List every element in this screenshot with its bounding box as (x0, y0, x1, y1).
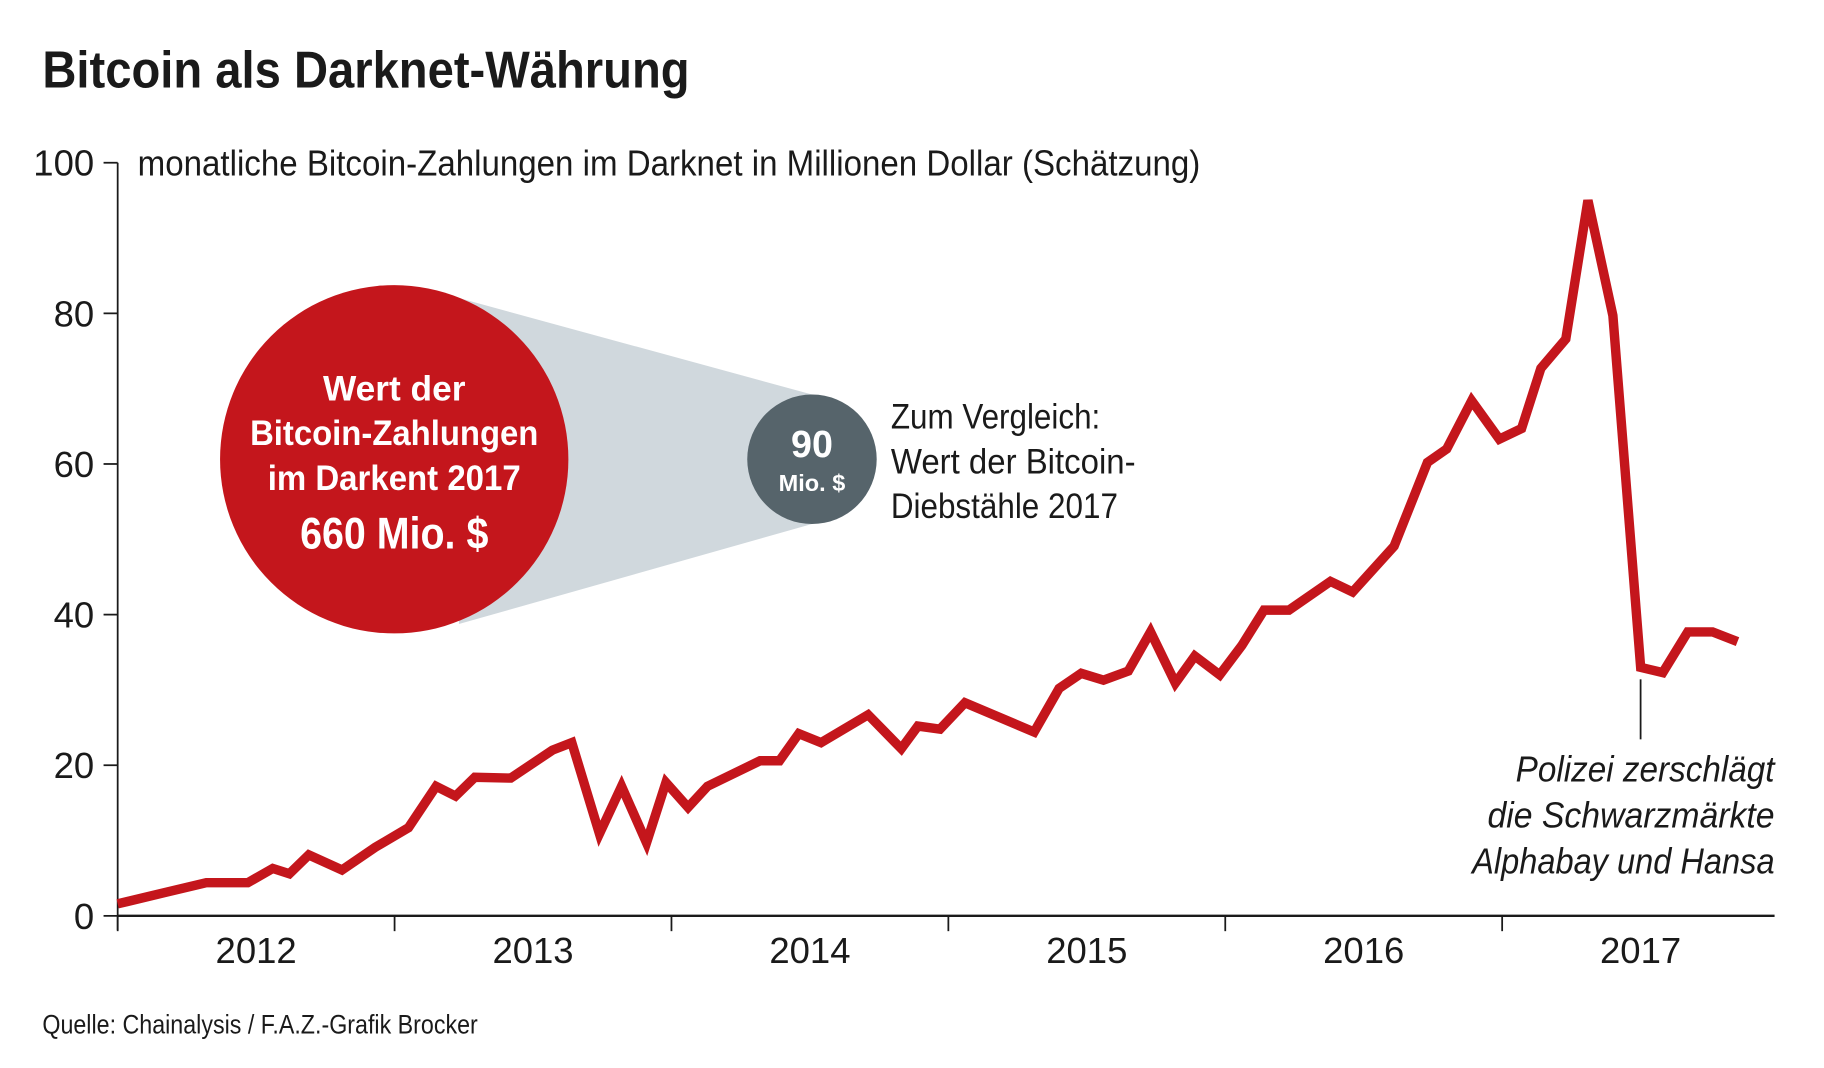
chart-title: Bitcoin als Darknet-Währung (42, 40, 689, 98)
y-tick-label: 100 (33, 143, 94, 184)
comparison-line-3: Diebstähle 2017 (891, 487, 1118, 526)
x-tick-label: 2015 (1046, 930, 1127, 971)
thefts-circle (747, 394, 877, 524)
x-tick-label: 2014 (769, 930, 850, 971)
annotation-line-2: die Schwarzmärkte (1487, 795, 1774, 836)
big-circle-line-3: im Darkent 2017 (268, 459, 521, 498)
y-axis: 0 20 40 60 80 100 (33, 143, 119, 937)
annotation: Polizei zerschlägt die Schwarzmärkte Alp… (1470, 679, 1776, 881)
x-tick-label: 2017 (1600, 930, 1681, 971)
x-axis: 2012 2013 2014 2015 2016 2017 (116, 914, 1775, 971)
big-circle-line-2: Bitcoin-Zahlungen (250, 414, 538, 453)
x-tick-label: 2013 (492, 930, 573, 971)
y-axis-label: monatliche Bitcoin-Zahlungen im Darknet … (138, 143, 1201, 184)
y-tick-label: 40 (54, 595, 95, 636)
big-circle-value: 660 Mio. $ (300, 510, 488, 559)
callout: Wert der Bitcoin-Zahlungen im Darkent 20… (220, 285, 1136, 634)
y-tick-label: 0 (74, 896, 94, 937)
x-tick-label: 2012 (216, 930, 297, 971)
annotation-line-1: Polizei zerschlägt (1516, 749, 1777, 790)
payments-circle (220, 285, 569, 634)
comparison-line-1: Zum Vergleich: (891, 398, 1100, 437)
y-tick-label: 80 (54, 293, 95, 334)
annotation-line-3: Alphabay und Hansa (1470, 840, 1774, 881)
source-note: Quelle: Chainalysis / F.A.Z.-Grafik Broc… (42, 1010, 477, 1040)
x-tick-label: 2016 (1323, 930, 1404, 971)
series-line (116, 199, 1740, 909)
y-tick-label: 20 (54, 745, 95, 786)
big-circle-line-1: Wert der (323, 369, 466, 408)
comparison-line-2: Wert der Bitcoin- (891, 442, 1136, 481)
y-tick-label: 60 (54, 444, 95, 485)
small-circle-unit: Mio. $ (779, 470, 846, 496)
small-circle-value: 90 (791, 423, 833, 465)
